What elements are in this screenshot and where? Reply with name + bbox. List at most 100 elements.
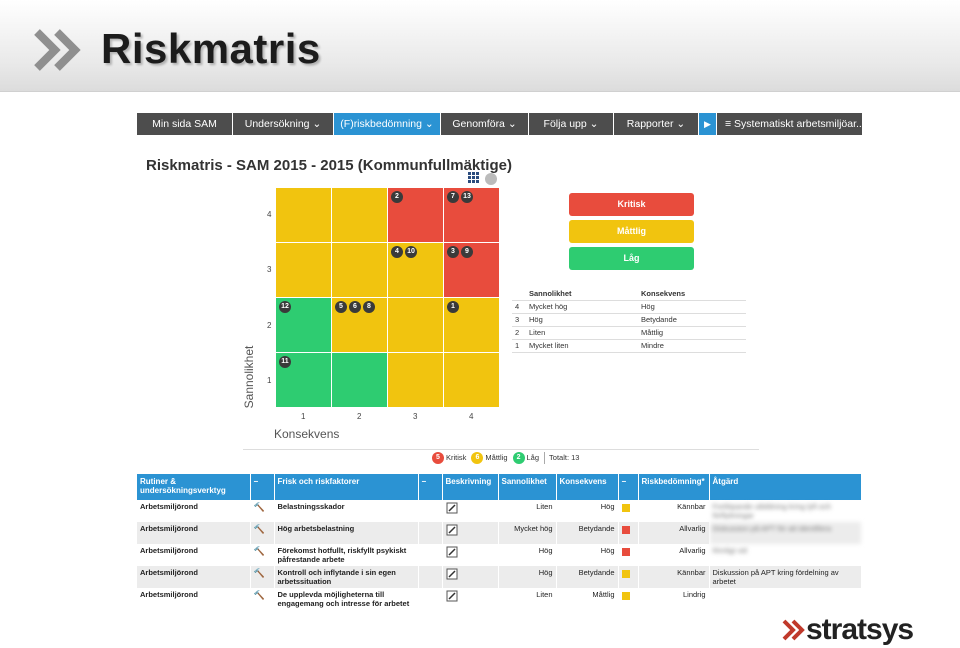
scale-key-table: Sannolikhet Konsekvens 4 Mycket hög Hög … — [512, 287, 746, 353]
cell-probability: Liten — [498, 587, 557, 610]
risk-bubble[interactable]: 11 — [279, 356, 291, 368]
table-row[interactable]: Arbetsmiljörond 🔨 Hög arbetsbelastning Myck… — [137, 522, 862, 544]
header-tool[interactable]: Rutiner & undersökningsverktyg — [137, 474, 251, 500]
nav-play-arrow-icon[interactable]: ▶ — [699, 113, 717, 135]
risk-color-indicator — [621, 547, 630, 556]
cell-blank — [418, 522, 443, 544]
nav-genomfora[interactable]: Genomföra ⌄ — [441, 113, 529, 135]
cell-tool-action[interactable]: 🔨 — [250, 587, 275, 610]
cell-consequence: Hög — [556, 500, 619, 522]
matrix-cell-p4-k1[interactable] — [276, 188, 331, 242]
collapse-button[interactable]: − — [250, 474, 275, 500]
cell-action: Diskussion på APT för att identifiera — [709, 522, 862, 544]
cell-risk-color — [618, 565, 639, 588]
cell-description[interactable] — [442, 500, 499, 522]
nav-riskbedomning[interactable]: (F)riskbedömning ⌄ — [334, 113, 441, 135]
cell-description[interactable] — [442, 543, 499, 566]
nav-undersokning[interactable]: Undersökning ⌄ — [233, 113, 334, 135]
cell-factor: De upplevda möjligheterna till engageman… — [274, 587, 419, 610]
cell-description[interactable] — [442, 522, 499, 544]
cell-action: Fortlöpande utbildning kring lyft och fö… — [709, 500, 862, 522]
key-probability: Mycket hög — [526, 300, 638, 314]
matrix-cell-p4-k4[interactable]: 7 13 — [444, 188, 499, 242]
hammer-icon[interactable]: 🔨 — [253, 545, 265, 556]
cell-tool-action[interactable]: 🔨 — [250, 565, 275, 588]
edit-icon[interactable] — [446, 524, 458, 536]
mattlig-count-badge: 6 — [471, 451, 484, 464]
edit-icon[interactable] — [446, 590, 458, 602]
level-kritisk-button[interactable]: Kritisk — [569, 193, 694, 216]
risk-bubble[interactable]: 2 — [391, 191, 403, 203]
risk-bubble[interactable]: 12 — [279, 301, 291, 313]
risk-bubble[interactable]: 5 — [335, 301, 347, 313]
cell-tool-action[interactable]: 🔨 — [250, 543, 275, 566]
x-axis-label: Konsekvens — [274, 427, 340, 441]
nav-bar: Min sida SAM Undersökning ⌄ (F)riskbedöm… — [137, 113, 862, 135]
edit-icon[interactable] — [446, 502, 458, 514]
nav-rapporter[interactable]: Rapporter ⌄ — [614, 113, 699, 135]
level-lag-button[interactable]: Låg — [569, 247, 694, 270]
nav-folja-upp[interactable]: Följa upp ⌄ — [529, 113, 614, 135]
matrix-cell-p4-k3[interactable]: 2 — [388, 188, 443, 242]
matrix-cell-p1-k4[interactable] — [444, 353, 499, 407]
kritisk-label: Kritisk — [446, 453, 467, 462]
matrix-cell-p3-k3[interactable]: 4 10 — [388, 243, 443, 297]
nav-systematiskt-arbetsmiljo[interactable]: ≡ Systematiskt arbetsmiljöar... — [725, 118, 862, 130]
risk-bubble[interactable]: 7 — [447, 191, 459, 203]
table-row[interactable]: Arbetsmiljörond 🔨 Förekomst hotfullt, risk… — [137, 543, 862, 566]
double-chevron-icon — [34, 29, 81, 71]
risk-bubble[interactable]: 10 — [405, 246, 417, 258]
risk-bubble[interactable]: 3 — [447, 246, 459, 258]
header-action[interactable]: Åtgärd — [709, 474, 862, 500]
grid-view-icon[interactable] — [468, 172, 482, 186]
header-consequence[interactable]: Konsekvens — [556, 474, 619, 500]
table-row[interactable]: Arbetsmiljörond 🔨 De upplevda möjlighetern… — [137, 587, 862, 610]
lag-count-badge: 2 — [512, 451, 525, 464]
cell-consequence: Måttlig — [556, 587, 619, 610]
hammer-icon[interactable]: 🔨 — [253, 589, 265, 600]
cell-risk-color — [618, 543, 639, 566]
cell-tool-action[interactable]: 🔨 — [250, 522, 275, 544]
risk-bubble[interactable]: 4 — [391, 246, 403, 258]
header-probability[interactable]: Sannolikhet — [498, 474, 557, 500]
matrix-cell-p3-k2[interactable] — [332, 243, 387, 297]
matrix-cell-p1-k2[interactable] — [332, 353, 387, 407]
nav-min-sida-sam[interactable]: Min sida SAM — [137, 113, 233, 135]
cell-description[interactable] — [442, 565, 499, 588]
header-factors[interactable]: Frisk och riskfaktorer — [274, 474, 419, 500]
cell-tool-action[interactable]: 🔨 — [250, 500, 275, 522]
risk-bubble[interactable]: 9 — [461, 246, 473, 258]
cell-action: Diskussion på APT kring fördelning av ar… — [709, 565, 862, 588]
key-consequence: Måttlig — [638, 326, 746, 340]
cell-description[interactable] — [442, 587, 499, 610]
risk-bubble[interactable]: 13 — [461, 191, 473, 203]
header-assessment[interactable]: Riskbedömning* — [638, 474, 710, 500]
edit-icon[interactable] — [446, 546, 458, 558]
edit-icon[interactable] — [446, 568, 458, 580]
key-probability: Liten — [526, 326, 638, 340]
table-row[interactable]: Arbetsmiljörond 🔨 Belastningsskador Liten Hö… — [137, 500, 862, 522]
hammer-icon[interactable]: 🔨 — [253, 502, 265, 512]
risk-bubble[interactable]: 1 — [447, 301, 459, 313]
collapse-button[interactable]: − — [418, 474, 443, 500]
table-row[interactable]: Arbetsmiljörond 🔨 Kontroll och inflytande … — [137, 565, 862, 588]
matrix-cell-p2-k1[interactable]: 12 — [276, 298, 331, 352]
matrix-cell-p4-k2[interactable] — [332, 188, 387, 242]
matrix-cell-p3-k1[interactable] — [276, 243, 331, 297]
divider — [243, 449, 759, 450]
matrix-cell-p1-k1[interactable]: 11 — [276, 353, 331, 407]
hammer-icon[interactable]: 🔨 — [253, 524, 265, 534]
collapse-button[interactable]: − — [618, 474, 639, 500]
cell-consequence: Hög — [556, 543, 619, 566]
toggle-icon[interactable] — [485, 173, 497, 185]
level-mattlig-button[interactable]: Måttlig — [569, 220, 694, 243]
matrix-cell-p2-k3[interactable] — [388, 298, 443, 352]
risk-bubble[interactable]: 6 — [349, 301, 361, 313]
risk-bubble[interactable]: 8 — [363, 301, 375, 313]
matrix-cell-p1-k3[interactable] — [388, 353, 443, 407]
header-description[interactable]: Beskrivning — [442, 474, 499, 500]
hammer-icon[interactable]: 🔨 — [253, 567, 265, 578]
matrix-cell-p2-k4[interactable]: 1 — [444, 298, 499, 352]
